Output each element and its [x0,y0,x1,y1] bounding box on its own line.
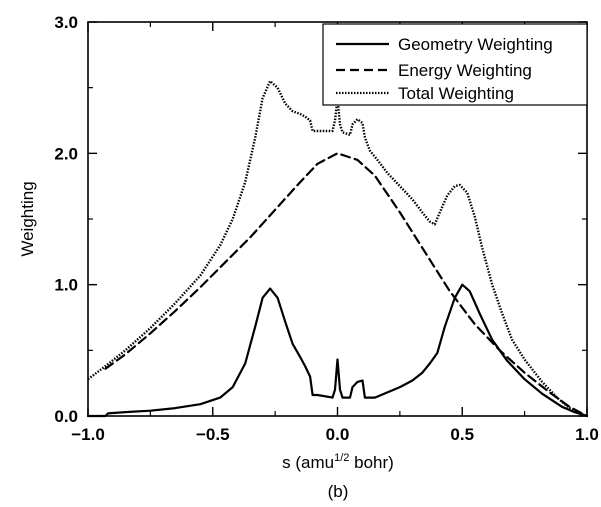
y-tick-label: 0.0 [54,407,78,426]
y-tick-label: 3.0 [54,13,78,32]
panel-label: (b) [328,482,349,501]
legend-label-energy: Energy Weighting [398,61,532,80]
x-tick-label: 0.0 [326,425,350,444]
y-tick-label: 1.0 [54,276,78,295]
tick-labels: −1.0 −0.5 0.0 0.5 1.0 0.0 1.0 2.0 3.0 [54,13,598,444]
x-axis-label: s (amu1/2 bohr) [282,452,394,472]
series-energy-weighting [104,152,589,418]
legend-label-geometry: Geometry Weighting [398,35,553,54]
x-tick-label: −1.0 [71,425,105,444]
series-total-weighting [87,79,588,418]
legend-box [322,23,588,106]
x-tick-label: 1.0 [575,425,599,444]
plot-frame [87,21,588,417]
x-tick-label: −0.5 [196,425,230,444]
series-geometry-weighting [86,283,589,418]
plot-series [86,79,589,418]
y-tick-label: 2.0 [54,144,78,163]
x-tick-label: 0.5 [450,425,474,444]
legend-label-total: Total Weighting [398,84,514,103]
legend: Geometry Weighting Energy Weighting Tota… [322,23,588,106]
y-axis-label: Weighting [18,181,37,256]
